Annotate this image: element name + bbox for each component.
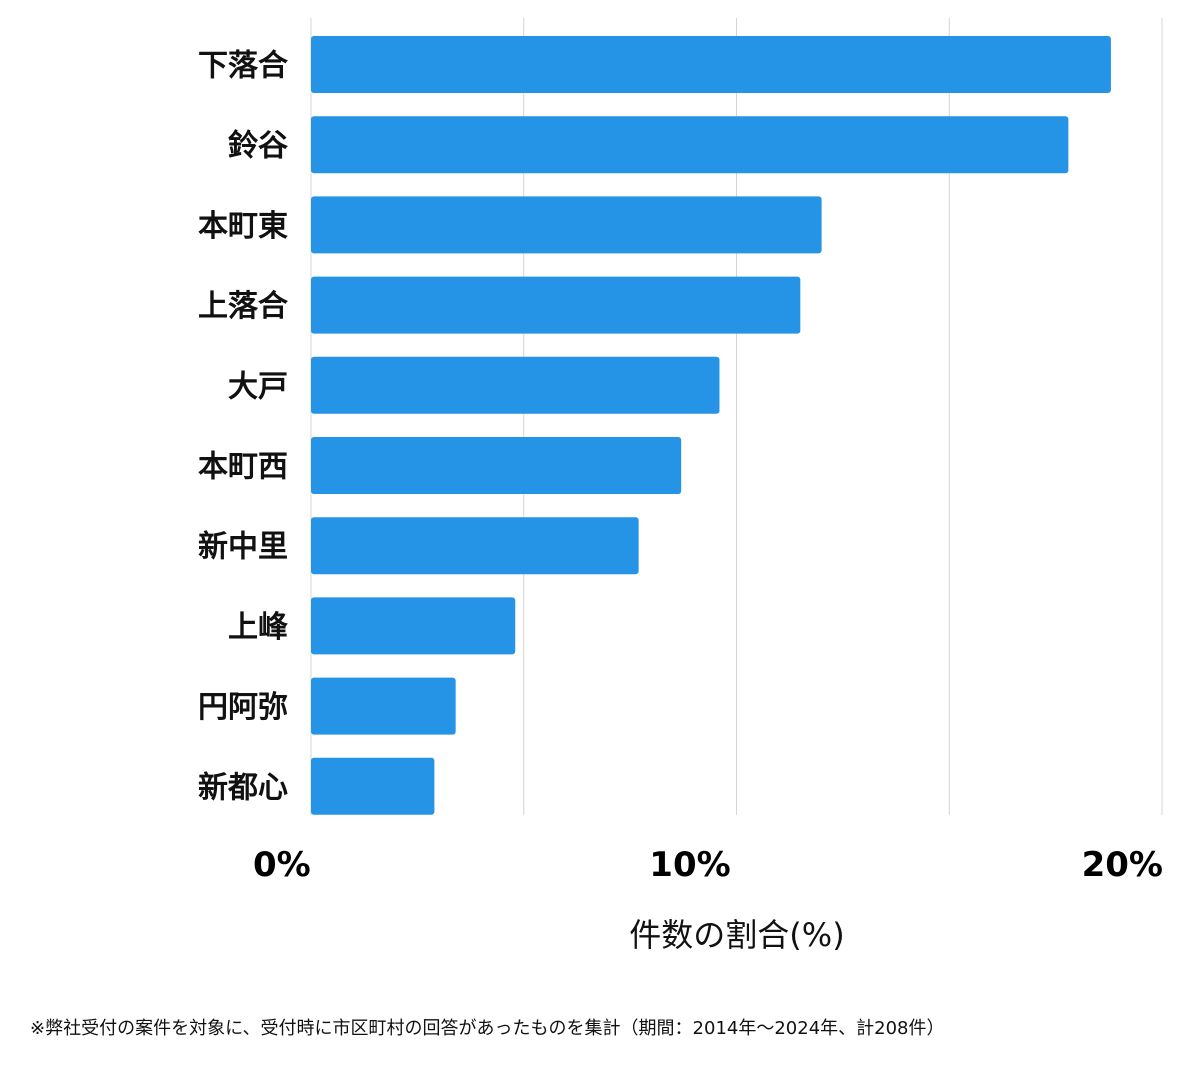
- bar-6: [311, 437, 682, 494]
- x-tick-label: 0%: [253, 845, 311, 885]
- bars: [311, 36, 1111, 815]
- category-label: 下落合: [198, 49, 288, 84]
- bar-3: [311, 196, 822, 254]
- bar-4: [311, 276, 801, 334]
- x-tick-label: 20%: [1082, 845, 1163, 885]
- bar-1: [311, 36, 1111, 93]
- bar-9: [311, 677, 456, 735]
- category-label: 本町東: [198, 209, 288, 244]
- x-tick-labels: 0% 10% 20%: [253, 845, 1163, 885]
- category-label: 円阿弥: [198, 690, 288, 725]
- bar-2: [311, 116, 1069, 174]
- category-label: 新都心: [198, 770, 288, 805]
- bar-8: [311, 597, 516, 655]
- category-label: 新中里: [198, 530, 288, 565]
- x-tick-label: 10%: [649, 845, 730, 885]
- category-label: 鈴谷: [228, 129, 288, 164]
- footnote: ※弊社受付の案件を対象に、受付時に市区町村の回答があったものを集計（期間：201…: [30, 1018, 945, 1039]
- category-label: 上落合: [198, 289, 288, 324]
- bar-5: [311, 356, 720, 414]
- bar-10: [311, 757, 435, 815]
- category-label: 本町西: [198, 450, 288, 485]
- category-label: 上峰: [228, 610, 288, 645]
- bar-7: [311, 517, 639, 575]
- x-axis-title: 件数の割合(%): [629, 916, 844, 954]
- category-label: 大戸: [228, 369, 288, 404]
